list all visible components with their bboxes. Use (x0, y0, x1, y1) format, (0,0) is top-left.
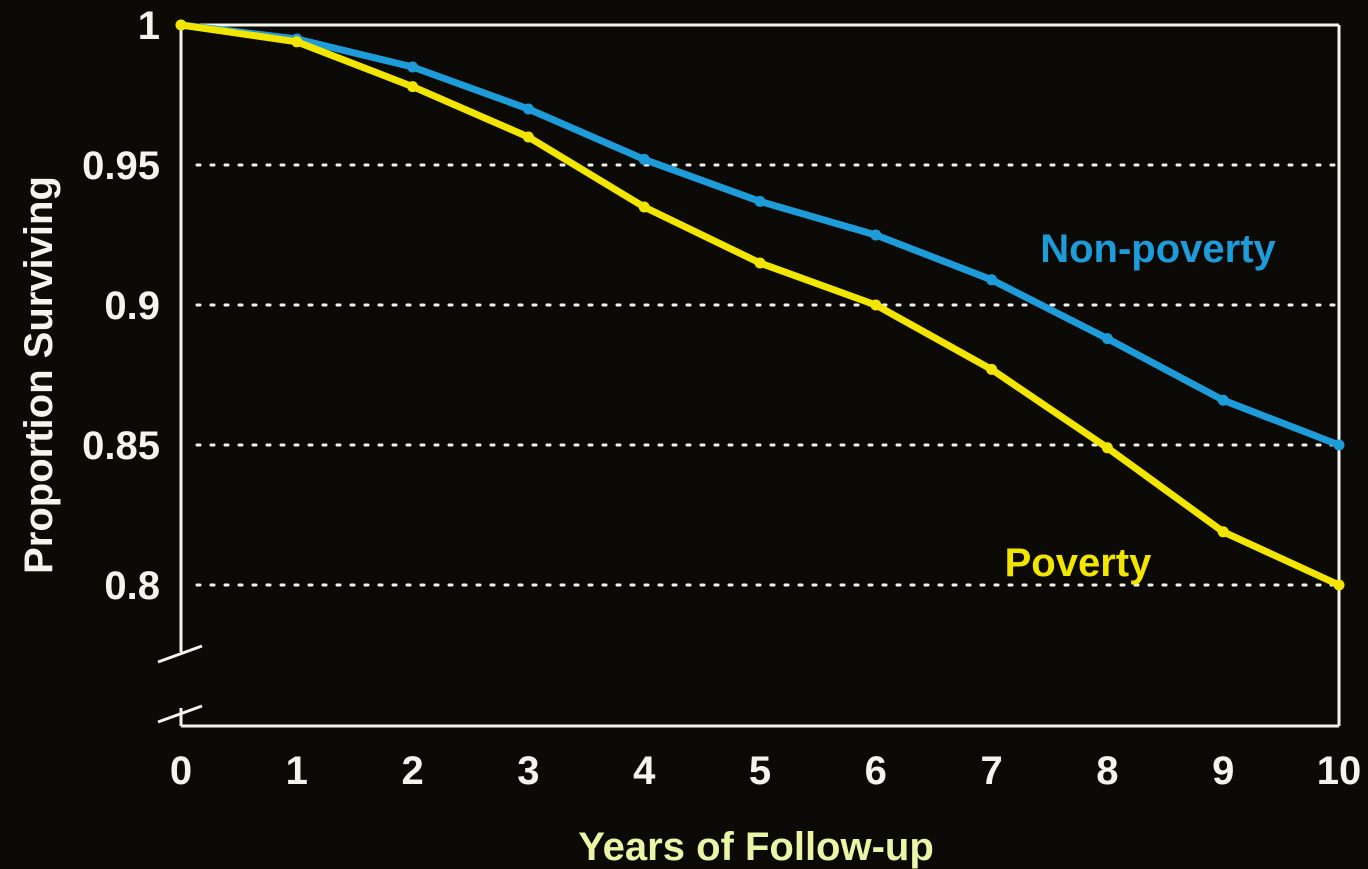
x-tick-label-8: 8 (1096, 749, 1118, 793)
data-point-non-poverty-5 (754, 195, 766, 207)
y-tick-label-0.9: 0.9 (104, 284, 160, 328)
x-tick-label-10: 10 (1317, 749, 1362, 793)
x-tick-label-2: 2 (401, 749, 423, 793)
data-point-poverty-4 (638, 201, 650, 213)
plot-frame (157, 23, 1341, 728)
y-tick-label-0.8: 0.8 (104, 564, 160, 608)
data-point-non-poverty-7 (986, 274, 998, 286)
data-point-poverty-2 (407, 81, 419, 93)
x-tick-label-5: 5 (749, 749, 771, 793)
data-point-poverty-6 (870, 299, 882, 311)
data-point-poverty-9 (1217, 526, 1229, 538)
data-point-poverty-5 (754, 257, 766, 269)
x-tick-label-6: 6 (865, 749, 887, 793)
data-point-poverty-8 (1101, 442, 1113, 454)
x-tick-label-1: 1 (286, 749, 308, 793)
y-tick-label-1: 1 (138, 4, 160, 48)
y-tick-label-0.95: 0.95 (82, 144, 160, 188)
x-tick-label-9: 9 (1212, 749, 1234, 793)
x-tick-label-0: 0 (170, 749, 192, 793)
data-point-poverty-7 (986, 363, 998, 375)
series-label-poverty: Poverty (1005, 541, 1152, 585)
axis-break-mark-lower (157, 704, 203, 724)
y-tick-label-0.85: 0.85 (82, 424, 160, 468)
gridlines (195, 163, 1341, 587)
series-label-non-poverty: Non-poverty (1040, 227, 1276, 271)
x-axis-title: Years of Follow-up (578, 825, 934, 869)
x-tick-label-4: 4 (633, 749, 656, 793)
x-tick-label-7: 7 (980, 749, 1002, 793)
data-point-non-poverty-8 (1101, 333, 1113, 345)
tick-labels: 0 1 2 3 4 5 6 7 8 9 10 1 0.95 0.9 0.85 0.8 (82, 4, 1361, 793)
y-axis-title: Proportion Surviving (17, 176, 61, 574)
axis-break-mark-upper (157, 644, 203, 664)
data-point-non-poverty-3 (522, 103, 534, 115)
x-tick-label-3: 3 (517, 749, 539, 793)
data-point-non-poverty-2 (407, 61, 419, 73)
data-point-non-poverty-4 (638, 153, 650, 165)
series-lines (175, 19, 1345, 591)
data-point-poverty-0 (175, 19, 187, 31)
data-point-poverty-1 (291, 36, 303, 48)
data-point-non-poverty-10 (1333, 439, 1345, 451)
data-point-non-poverty-6 (870, 229, 882, 241)
data-point-non-poverty-9 (1217, 394, 1229, 406)
data-point-poverty-10 (1333, 579, 1345, 591)
data-point-poverty-3 (522, 131, 534, 143)
